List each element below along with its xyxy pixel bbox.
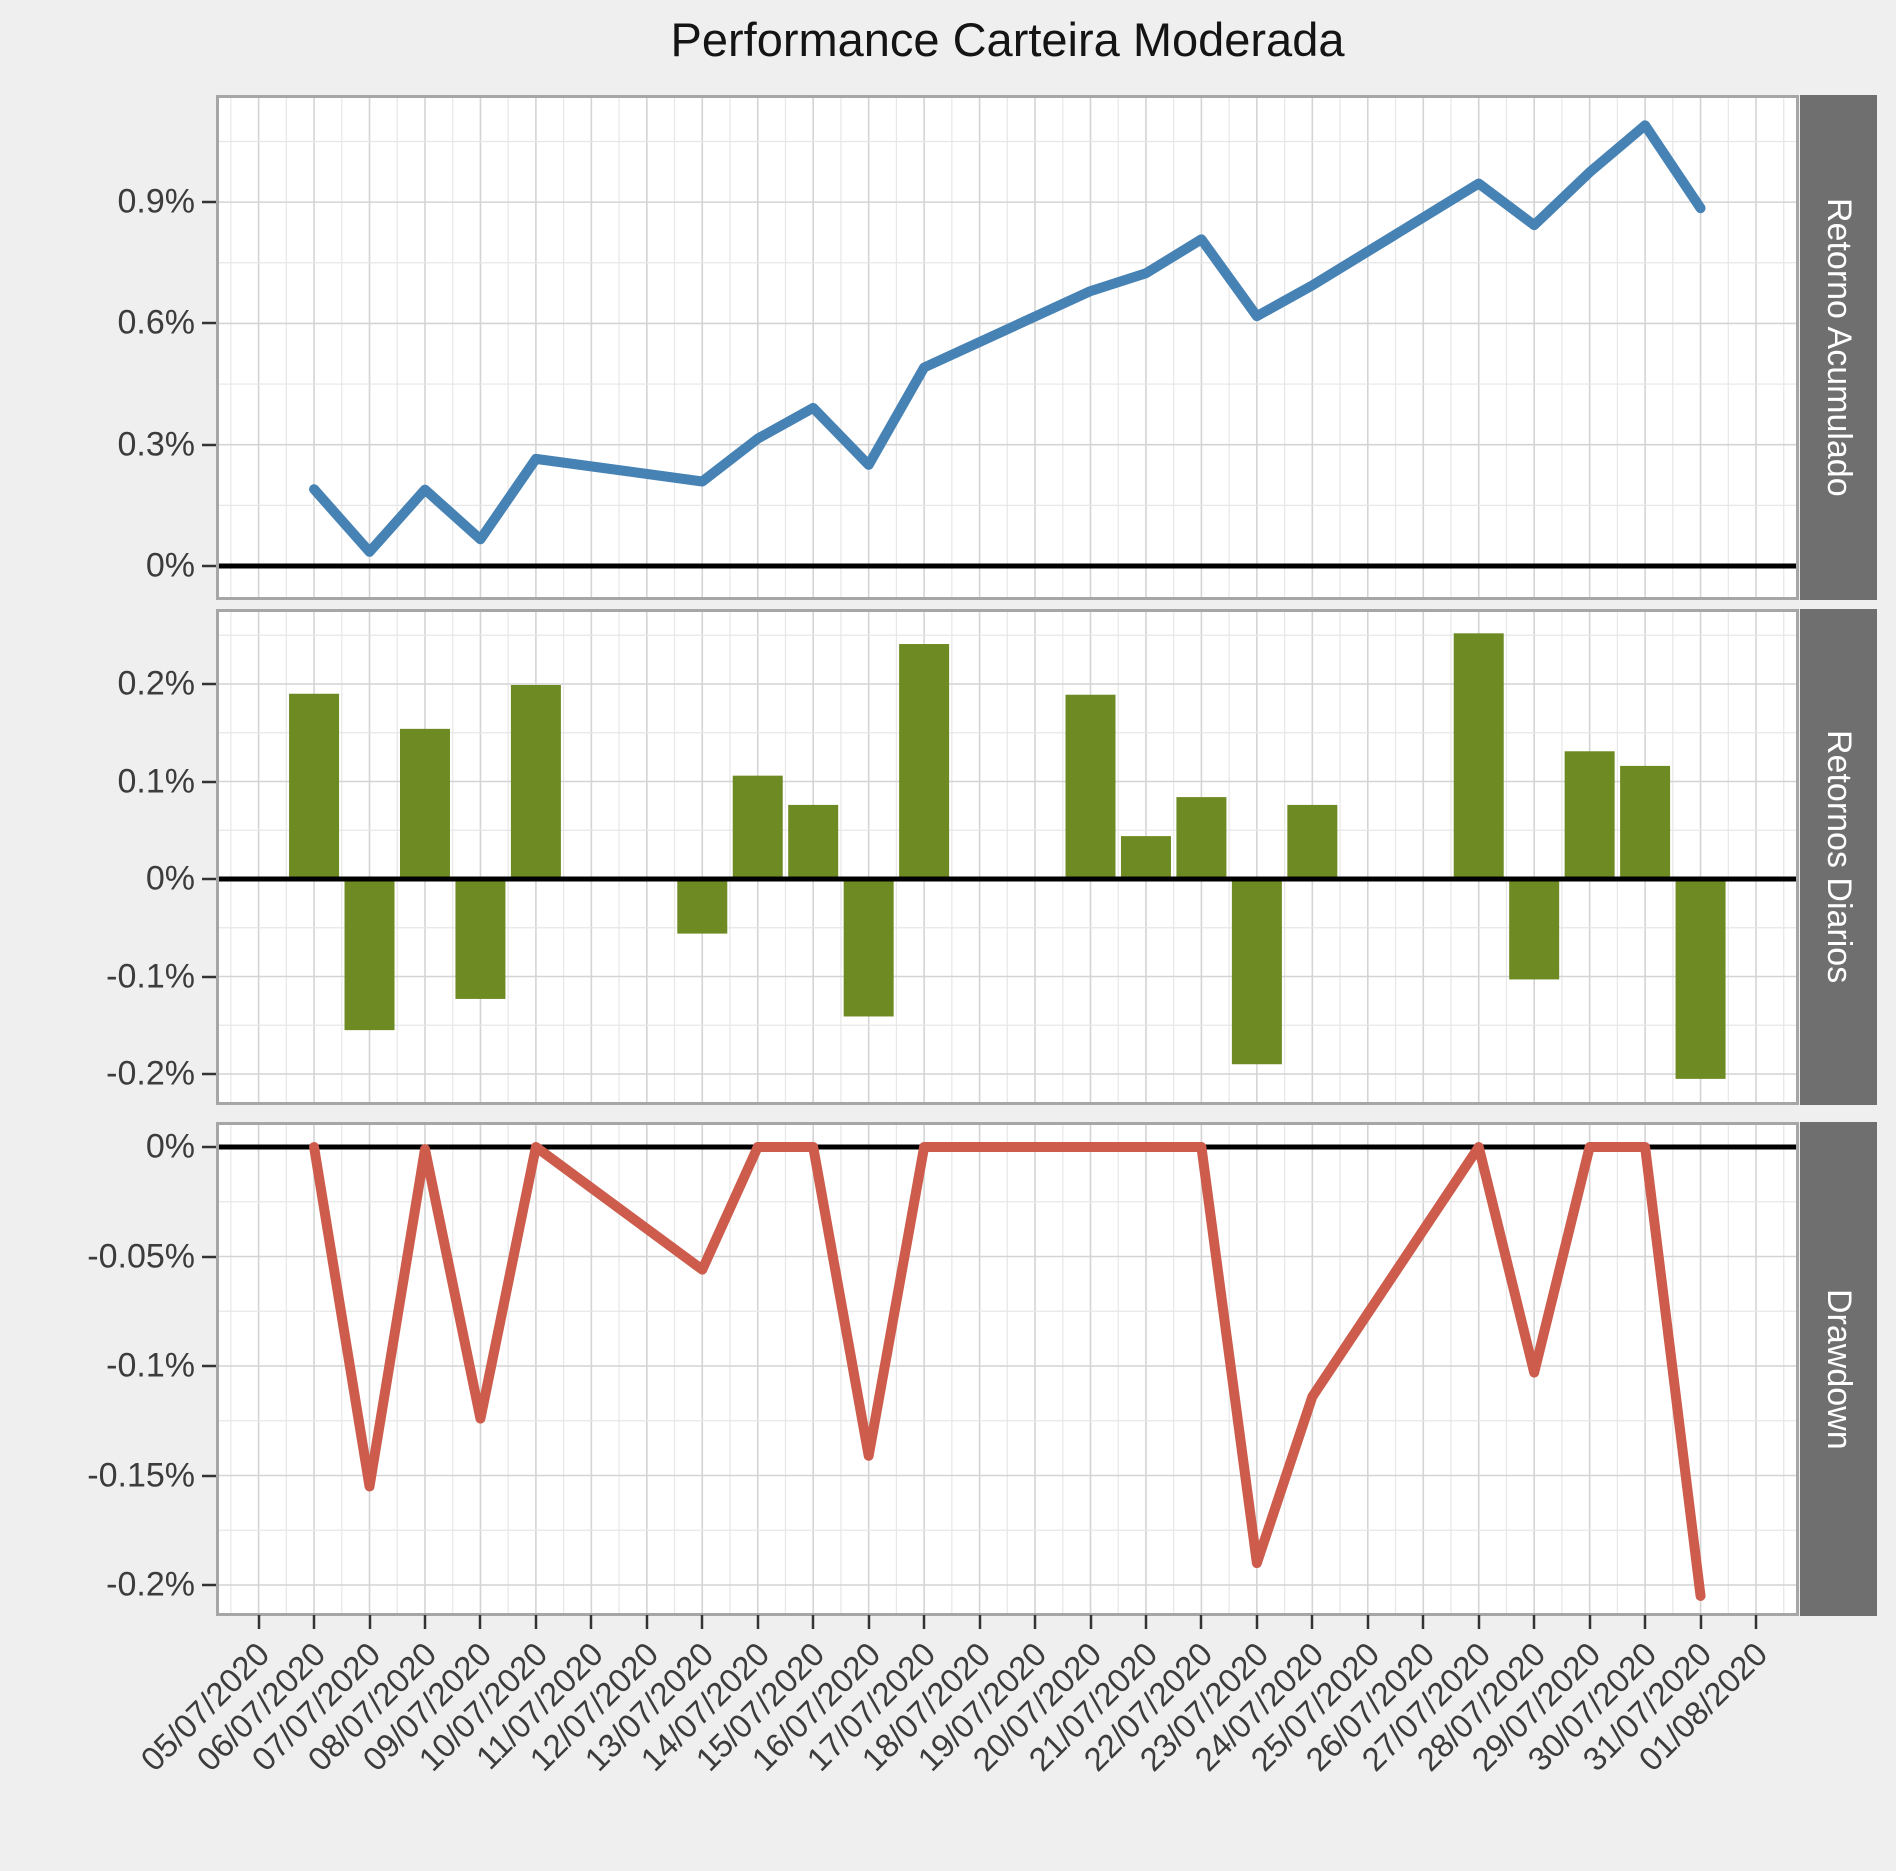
daily-return-bar [1620,765,1671,879]
daily-return-bar [399,728,450,879]
daily-return-bar [1509,879,1560,980]
drawdown-line [309,1142,1706,1601]
y-tick-label: -0.2% [106,1054,195,1093]
cumulative-return-line [309,120,1706,557]
y-tick-label: 0.9% [117,182,196,221]
daily-return-bar [1176,797,1227,879]
facet-strip-label: Retornos Diarios [1820,730,1858,984]
daily-return-bar [899,644,950,879]
daily-return-bar [1231,879,1282,1065]
daily-return-bar [677,879,728,934]
facet-strip-3: Drawdown [1800,1122,1877,1616]
facet-strip-2: Retornos Diarios [1800,609,1877,1105]
daily-return-bar [788,804,839,879]
panel-3-plot [219,1125,1796,1613]
y-tick-label: 0.6% [117,303,196,342]
panel-1-plot [219,98,1796,597]
daily-return-bar [1453,633,1504,879]
facet-strip-label: Retorno Acumulado [1820,198,1858,497]
daily-return-bar [1675,879,1726,1079]
y-tick-label: 0.3% [117,425,196,464]
daily-return-bar [344,879,395,1031]
daily-return-bar [732,775,783,879]
y-tick-label: -0.15% [87,1456,195,1494]
y-tick-label: 0.1% [117,762,196,800]
daily-return-bar [1287,804,1338,879]
y-tick-label: 0% [145,1127,195,1166]
y-tick-label: -0.2% [106,1565,195,1604]
y-tick-label: -0.05% [87,1237,195,1275]
y-tick-label: 0.2% [117,664,196,703]
facet-strip-1: Retorno Acumulado [1800,95,1877,600]
facet-strip-label: Drawdown [1820,1288,1858,1450]
daily-return-bar [510,684,561,879]
daily-return-bar [1564,751,1615,879]
chart-title: Performance Carteira Moderada [670,13,1345,66]
daily-return-bar [1065,694,1116,879]
y-tick-label: -0.1% [106,957,195,995]
y-tick-label: 0% [145,859,195,898]
daily-return-bar [843,879,894,1017]
y-tick-label: -0.1% [106,1346,195,1385]
daily-return-bar [1120,836,1171,879]
y-tick-label: 0% [145,546,195,585]
daily-return-bar [455,879,506,999]
panel-2-plot [219,612,1796,1102]
daily-return-bar [289,693,340,879]
